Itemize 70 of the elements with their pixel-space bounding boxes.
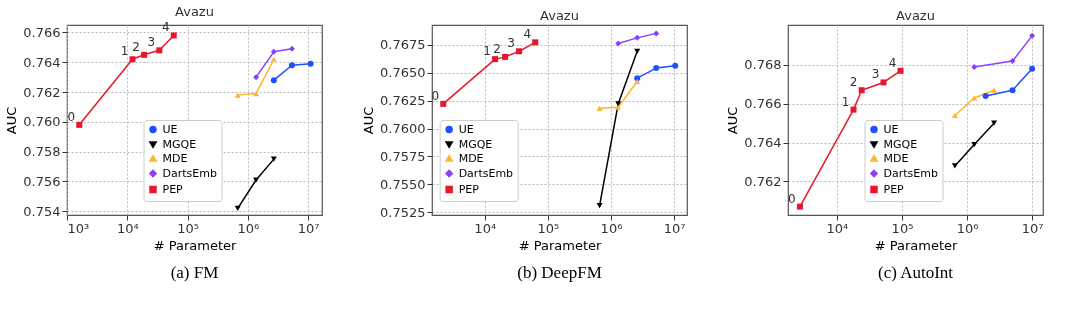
text: (a) FM [170,263,219,282]
legend-label: MGQE [458,137,493,151]
annotation: 2 [849,75,858,90]
legend-label: PEP [162,182,184,196]
annotation: 1 [483,44,491,59]
x-tick-label: 10⁷ [297,220,320,236]
legend-label: DartsEmb [162,166,217,180]
legend-label: MGQE [883,137,918,151]
x-tick-label: 10⁶ [237,220,260,236]
y-tick-label: 0.760 [23,114,61,130]
legend-label: UE [883,122,899,136]
y-tick-label: 0.754 [23,203,61,219]
annotation: 1 [120,44,129,59]
chart-title: Avazu [540,8,579,23]
x-tick-label: 10⁶ [956,220,979,236]
y-tick-label: 0.766 [744,96,782,112]
x-tick-label: 10⁵ [177,220,199,236]
chart-title: Avazu [896,8,935,23]
y-axis-title: AUC [725,106,741,135]
x-tick-label: 10⁴ [826,220,849,236]
y-tick-label: 0.762 [23,84,61,100]
x-tick-label: 10⁴ [474,220,497,236]
y-tick-label: 0.7575 [380,148,426,164]
x-tick-label: 10⁷ [1021,220,1044,236]
annotation: 0 [67,109,76,124]
x-axis-title: # Parameter [518,237,602,253]
annotation: 2 [132,39,140,54]
y-tick-label: 0.764 [23,54,61,70]
annotation: 1 [841,94,850,109]
legend-label: DartsEmb [458,166,514,180]
annotation: 2 [493,41,501,56]
legend-label: PEP [883,182,905,196]
legend-label: MGQE [162,137,197,151]
legend-label: DartsEmb [883,166,938,180]
y-tick-label: 0.758 [23,144,61,160]
annotation: 4 [523,27,532,42]
x-tick-label: 10⁵ [891,220,914,236]
y-tick-label: 0.7525 [380,204,426,220]
x-axis-title: # Parameter [153,237,237,253]
y-tick-label: 0.756 [23,173,61,189]
y-tick-label: 0.762 [744,173,782,189]
x-tick-label: 10⁶ [600,220,623,236]
y-axis-title: AUC [4,106,20,135]
y-tick-label: 0.7600 [380,121,426,136]
legend-label: MDE [883,151,909,165]
y-tick-label: 0.7625 [380,93,426,109]
annotation: 4 [888,55,897,70]
y-tick-label: 0.768 [744,57,782,73]
annotation: 3 [871,67,880,82]
text: (c) AutoInt [877,263,954,282]
legend-label: UE [458,122,474,136]
legend-label: PEP [458,182,480,196]
y-tick-label: 0.7675 [380,37,426,53]
x-axis-title: # Parameter [874,237,958,253]
x-tick-label: 10⁵ [537,220,560,236]
y-tick-label: 0.764 [744,135,782,151]
y-tick-label: 0.766 [23,24,61,40]
legend-label: UE [162,122,178,136]
y-axis-title: AUC [361,106,377,135]
chart-title: Avazu [175,4,214,20]
y-tick-label: 0.7550 [380,176,426,192]
legend-label: MDE [458,151,484,165]
y-tick-label: 0.7650 [380,65,426,81]
annotation: 3 [147,35,156,50]
x-tick-label: 10⁷ [663,220,686,236]
x-tick-label: 10³ [67,220,90,236]
legend-label: MDE [162,151,188,165]
text: (b) DeepFM [517,263,602,282]
annotation: 3 [507,36,515,51]
x-tick-label: 10⁴ [116,220,139,236]
